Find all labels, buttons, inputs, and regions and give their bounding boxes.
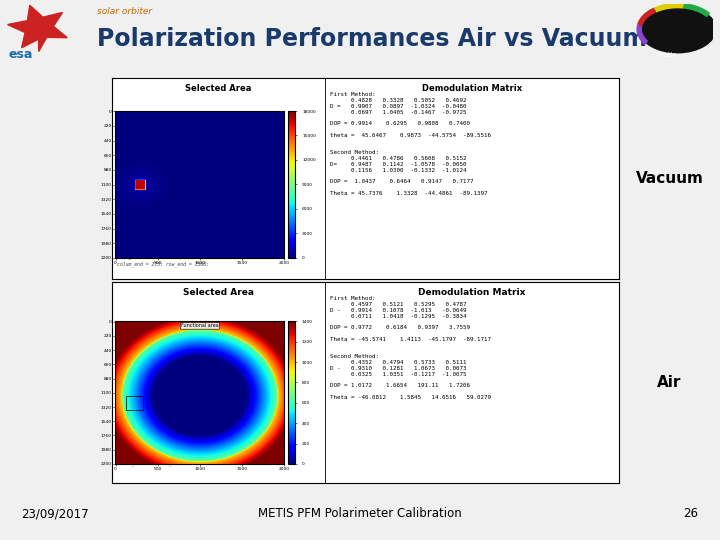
Polygon shape bbox=[7, 5, 67, 51]
Text: 23/09/2017: 23/09/2017 bbox=[22, 508, 89, 521]
Text: % Left upper corner coordinates of the area
colum_in = 10; row_in = 10;
% Right : % Left upper corner coordinates of the a… bbox=[117, 443, 243, 466]
Text: Polarization Performances Air vs Vacuum: Polarization Performances Air vs Vacuum bbox=[97, 26, 647, 51]
Text: 26: 26 bbox=[683, 508, 698, 521]
Text: esa: esa bbox=[9, 49, 33, 62]
Text: Functional area: Functional area bbox=[181, 323, 219, 328]
Text: First Method:
      0.4597   0.5121   0.5295   0.4787
D -   0.9914   0.1078  -1.: First Method: 0.4597 0.5121 0.5295 0.478… bbox=[330, 296, 491, 400]
Text: % Left upper corner coordinates of the area
colum_in = 132; row_in = 312;
% Righ: % Left upper corner coordinates of the a… bbox=[117, 243, 243, 267]
Text: metis: metis bbox=[658, 52, 677, 58]
Text: Demodulation Matrix: Demodulation Matrix bbox=[418, 288, 526, 297]
Text: Demodulation Matrix: Demodulation Matrix bbox=[422, 84, 522, 93]
Text: Vacuum: Vacuum bbox=[636, 171, 703, 186]
Text: Selected Area: Selected Area bbox=[185, 84, 251, 93]
Text: Air: Air bbox=[657, 375, 682, 390]
Text: First Method:
      0.4828   0.3328   0.5052   0.4692
D =   0.9907   0.0897  -1.: First Method: 0.4828 0.3328 0.5052 0.469… bbox=[330, 92, 491, 196]
Bar bbox=[126, 396, 143, 410]
Text: Selected Area: Selected Area bbox=[183, 288, 253, 297]
Text: METIS PFM Polarimeter Calibration: METIS PFM Polarimeter Calibration bbox=[258, 508, 462, 521]
Circle shape bbox=[639, 5, 716, 53]
Text: solar orbiter: solar orbiter bbox=[97, 8, 153, 16]
